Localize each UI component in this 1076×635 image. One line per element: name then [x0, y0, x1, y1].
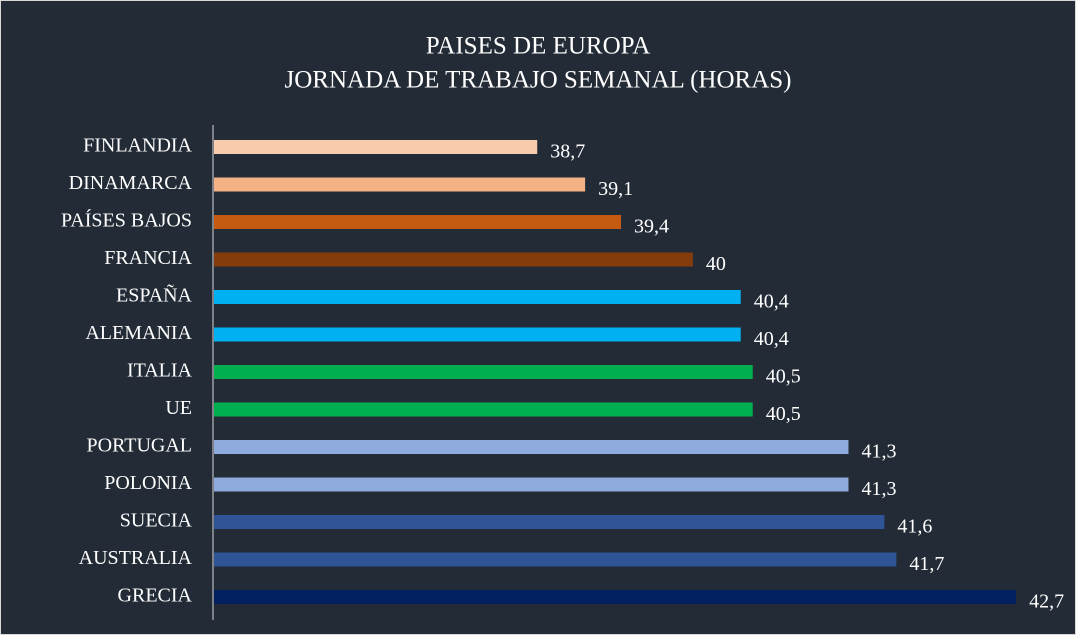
y-tick-label: ESPAÑA	[116, 283, 193, 307]
bar	[214, 590, 1017, 604]
chart-title: PAISES DE EUROPA	[426, 33, 651, 60]
value-label: 40,5	[766, 366, 801, 388]
chart-subtitle: JORNADA DE TRABAJO SEMANAL (HORAS)	[285, 67, 792, 94]
bar	[214, 552, 897, 567]
y-tick-label: AUSTRALIA	[79, 547, 193, 569]
value-label: 39,1	[598, 178, 633, 200]
bar	[214, 177, 586, 192]
bar	[214, 402, 753, 417]
value-label: 40,5	[766, 403, 801, 425]
y-tick-label: SUECIA	[120, 510, 193, 532]
bar	[214, 515, 885, 529]
y-tick-label: DINAMARCA	[69, 172, 193, 194]
value-label: 41,6	[897, 516, 932, 538]
value-label: 42,7	[1029, 591, 1064, 613]
y-tick-label: ITALIA	[127, 360, 193, 382]
value-label: 39,4	[634, 216, 669, 238]
bar	[214, 140, 538, 154]
y-tick-label: PORTUGAL	[87, 435, 192, 457]
y-tick-label: UE	[165, 397, 192, 419]
value-label: 40,4	[754, 291, 789, 313]
y-tick-label: FINLANDIA	[83, 135, 192, 157]
value-label: 41,7	[909, 553, 944, 575]
bar	[214, 440, 849, 454]
y-tick-label: FRANCIA	[104, 247, 192, 269]
bar	[214, 365, 753, 379]
y-tick-label: POLONIA	[104, 472, 192, 494]
bar	[214, 252, 693, 267]
value-label: 40	[706, 253, 726, 275]
y-tick-label: PAÍSES BAJOS	[61, 209, 192, 232]
bar	[214, 215, 622, 229]
y-tick-label: ALEMANIA	[85, 322, 192, 344]
value-label: 41,3	[861, 441, 896, 463]
value-label: 41,3	[861, 478, 896, 500]
y-tick-label: GRECIA	[118, 585, 193, 607]
bar	[214, 290, 741, 304]
value-label: 38,7	[550, 141, 585, 163]
bar	[214, 477, 849, 492]
value-label: 40,4	[754, 328, 789, 350]
bar	[214, 327, 741, 342]
